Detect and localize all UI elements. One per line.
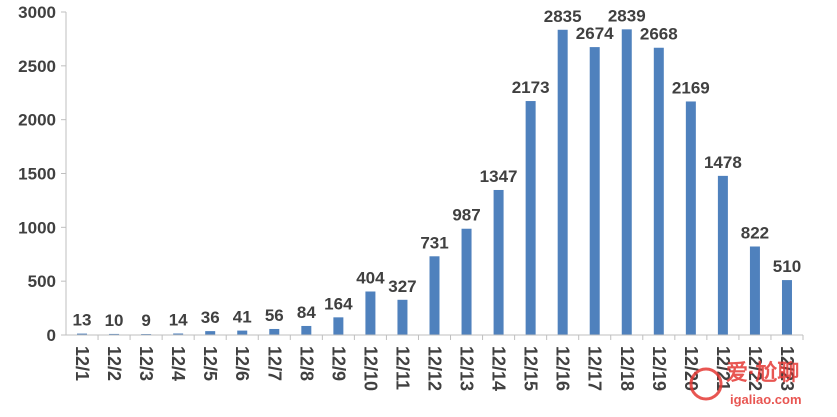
data-label: 2835 xyxy=(544,7,582,26)
x-tick-label: 12/10 xyxy=(360,346,380,391)
x-tick-label: 12/18 xyxy=(617,346,637,391)
y-tick-label: 1500 xyxy=(18,165,56,184)
x-axis: 12/1 12/2 12/3 12/4 12/5 12/6 12/7 12/8 12/9 12/1… xyxy=(66,334,804,391)
x-tick-label: 12/7 xyxy=(264,346,284,381)
data-label: 13 xyxy=(73,311,92,330)
data-label: 2674 xyxy=(576,24,614,43)
watermark-line2: igaliao.com xyxy=(730,392,802,407)
bar xyxy=(365,291,376,335)
x-tick-label: 12/11 xyxy=(392,346,412,390)
y-tick-label: 3000 xyxy=(18,3,56,22)
bar xyxy=(749,246,760,335)
y-tick-label: 1000 xyxy=(18,218,56,237)
bar xyxy=(557,29,568,335)
bar xyxy=(109,333,120,335)
bar xyxy=(589,47,600,335)
bar xyxy=(685,101,696,335)
x-tick-label: 12/16 xyxy=(553,346,573,391)
x-tick-label: 12/15 xyxy=(521,346,541,391)
y-tick-label: 0 xyxy=(47,326,56,345)
bar xyxy=(269,328,280,335)
x-tick-label: 12/22 xyxy=(745,346,765,391)
bar xyxy=(205,331,216,335)
x-tick-label: 12/3 xyxy=(136,346,156,381)
watermark-line1: 爱·尬聊 xyxy=(726,360,799,385)
x-tick-label: 12/4 xyxy=(168,346,188,381)
bar xyxy=(429,256,440,335)
x-tick-label: 12/19 xyxy=(649,346,669,391)
data-label: 2173 xyxy=(512,78,550,97)
data-label: 164 xyxy=(324,294,353,313)
bar xyxy=(717,175,728,335)
bar xyxy=(653,47,664,336)
data-label: 2668 xyxy=(640,25,678,44)
y-tick-label: 500 xyxy=(28,272,56,291)
x-tick-label: 12/9 xyxy=(328,346,348,381)
x-tick-label: 12/21 xyxy=(713,346,733,391)
data-label: 2839 xyxy=(608,6,646,25)
data-label: 822 xyxy=(741,223,769,242)
watermark-logo: 爱·尬聊 igaliao.com xyxy=(689,360,802,407)
x-tick-label: 12/1 xyxy=(72,346,92,381)
y-tick-label: 2500 xyxy=(18,57,56,76)
data-label: 510 xyxy=(773,257,801,276)
x-tick-label: 12/12 xyxy=(425,346,445,391)
x-tick-label: 12/14 xyxy=(489,346,509,391)
x-tick-label: 12/2 xyxy=(104,346,124,381)
x-tick-label: 12/23 xyxy=(777,346,797,391)
data-label: 84 xyxy=(297,303,316,322)
x-tick-label: 12/8 xyxy=(296,346,316,381)
x-tick-label: 12/5 xyxy=(200,346,220,381)
data-label: 36 xyxy=(201,308,220,327)
bar xyxy=(525,101,536,335)
bar xyxy=(621,29,632,336)
bar xyxy=(397,299,408,335)
bars-group xyxy=(77,29,792,336)
watermark-icon xyxy=(689,367,723,401)
x-tick-label: 12/6 xyxy=(232,346,252,381)
data-label: 10 xyxy=(105,311,124,330)
data-label: 731 xyxy=(420,233,448,252)
bar xyxy=(781,280,792,335)
bar xyxy=(493,189,504,335)
bar xyxy=(237,330,248,335)
data-label: 2169 xyxy=(672,78,710,97)
data-label: 56 xyxy=(265,306,284,325)
data-label: 1347 xyxy=(480,167,518,186)
data-label: 327 xyxy=(388,277,416,296)
data-label: 14 xyxy=(169,310,188,329)
y-tick-label: 2000 xyxy=(18,111,56,130)
bar xyxy=(301,325,312,335)
x-tick-label: 12/13 xyxy=(457,346,477,391)
data-label: 404 xyxy=(356,269,385,288)
data-label: 1478 xyxy=(704,153,742,172)
data-label: 9 xyxy=(141,311,150,330)
bar xyxy=(333,317,344,335)
data-label: 41 xyxy=(233,308,252,327)
y-axis: 0 500 1000 1500 2000 2500 3000 xyxy=(18,3,67,345)
x-tick-label: 12/17 xyxy=(585,346,605,391)
data-label: 987 xyxy=(452,206,480,225)
bar xyxy=(173,333,184,335)
x-tick-label: 12/20 xyxy=(681,346,701,391)
bar xyxy=(461,228,472,335)
bar xyxy=(77,333,88,335)
